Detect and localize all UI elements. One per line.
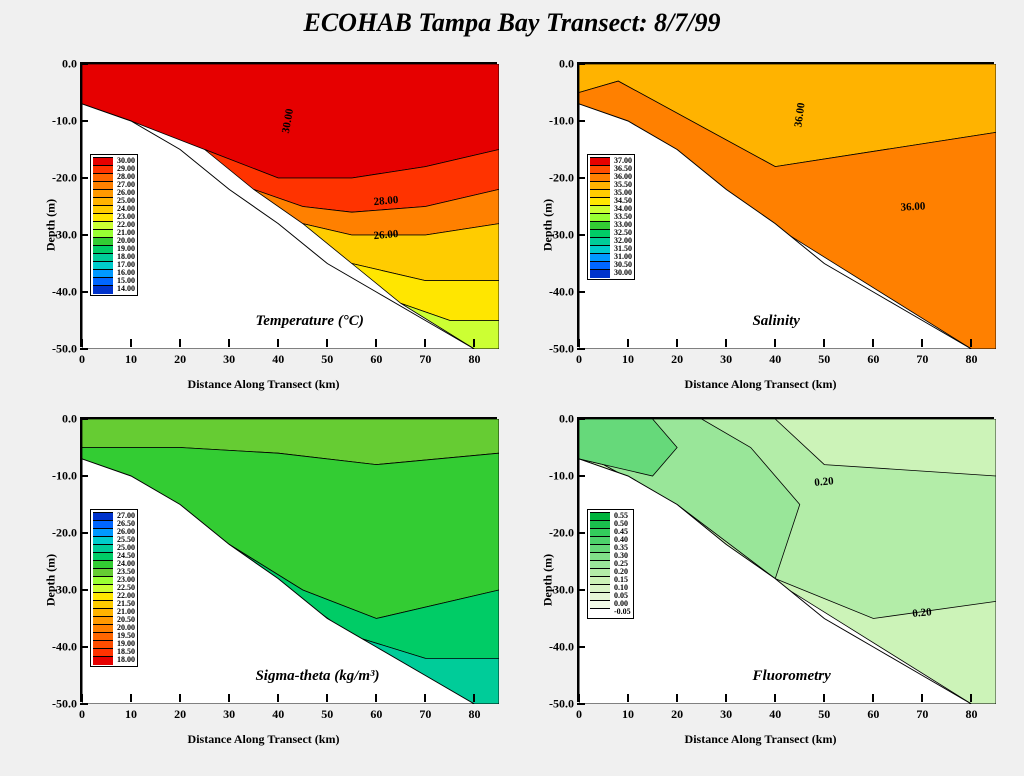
plot-area: 0.0-10.0-20.0-30.0-40.0-50.0010203040506… <box>80 417 497 702</box>
x-tick-label: 60 <box>867 352 879 367</box>
x-tick-label: 0 <box>79 707 85 722</box>
x-tick-label: 10 <box>125 352 137 367</box>
y-tick-label: -20.0 <box>42 171 77 186</box>
y-tick-label: -20.0 <box>539 171 574 186</box>
y-tick-label: -40.0 <box>42 640 77 655</box>
y-tick-label: -10.0 <box>539 469 574 484</box>
x-tick-label: 10 <box>622 707 634 722</box>
x-tick-label: 50 <box>321 707 333 722</box>
y-tick-label: -50.0 <box>42 342 77 357</box>
x-tick-label: 80 <box>965 707 977 722</box>
x-tick-label: 60 <box>867 707 879 722</box>
y-tick-label: -50.0 <box>539 342 574 357</box>
y-axis-label: Depth (m) <box>541 198 556 250</box>
x-tick-label: 40 <box>769 352 781 367</box>
legend-swatch <box>590 269 610 278</box>
x-tick-label: 20 <box>671 352 683 367</box>
plot-area: 0.200.200.0-10.0-20.0-30.0-40.0-50.00102… <box>577 417 994 702</box>
x-tick-label: 80 <box>965 352 977 367</box>
y-tick-label: -10.0 <box>42 114 77 129</box>
y-tick-label: -10.0 <box>42 469 77 484</box>
y-tick-label: 0.0 <box>539 57 574 72</box>
x-tick-label: 70 <box>419 707 431 722</box>
x-tick-label: 20 <box>671 707 683 722</box>
panel-title: Sigma-theta (kg/m³) <box>255 668 379 685</box>
x-tick-label: 0 <box>576 707 582 722</box>
contour-label: 28.00 <box>373 194 399 208</box>
legend-label: -0.05 <box>614 608 631 616</box>
contour-label: 0.20 <box>814 475 834 489</box>
legend-label: 18.00 <box>117 656 135 664</box>
plot-area: 36.0036.000.0-10.0-20.0-30.0-40.0-50.001… <box>577 62 994 347</box>
legend-swatch <box>93 285 113 294</box>
x-tick-label: 80 <box>468 707 480 722</box>
x-tick-label: 30 <box>223 352 235 367</box>
contour-label: 0.20 <box>912 606 932 620</box>
contour-label: 26.00 <box>373 228 399 242</box>
x-tick-label: 50 <box>818 352 830 367</box>
page-title: ECOHAB Tampa Bay Transect: 8/7/99 <box>0 8 1024 38</box>
legend: 37.0036.5036.0035.5035.0034.5034.0033.50… <box>587 154 635 280</box>
y-axis-label: Depth (m) <box>44 198 59 250</box>
plot-area: 30.0028.0026.000.0-10.0-20.0-30.0-40.0-5… <box>80 62 497 347</box>
y-tick-label: -40.0 <box>42 285 77 300</box>
x-axis-label: Distance Along Transect (km) <box>188 732 340 747</box>
x-axis-label: Distance Along Transect (km) <box>685 732 837 747</box>
x-axis-label: Distance Along Transect (km) <box>685 377 837 392</box>
y-tick-label: -40.0 <box>539 640 574 655</box>
y-tick-label: -10.0 <box>539 114 574 129</box>
legend: 30.0029.0028.0027.0026.0025.0024.0023.00… <box>90 154 138 296</box>
x-tick-label: 30 <box>720 352 732 367</box>
x-tick-label: 40 <box>272 707 284 722</box>
y-tick-label: -40.0 <box>539 285 574 300</box>
y-tick-label: 0.0 <box>539 412 574 427</box>
x-tick-label: 60 <box>370 707 382 722</box>
legend-swatch <box>93 656 113 665</box>
x-tick-label: 60 <box>370 352 382 367</box>
x-tick-label: 10 <box>125 707 137 722</box>
x-tick-label: 80 <box>468 352 480 367</box>
panel-title: Salinity <box>752 313 800 330</box>
x-tick-label: 20 <box>174 707 186 722</box>
legend: 0.550.500.450.400.350.300.250.200.150.10… <box>587 509 634 619</box>
panel-fluorometry: 0.200.200.0-10.0-20.0-30.0-40.0-50.00102… <box>517 407 1004 752</box>
panel-salinity: 36.0036.000.0-10.0-20.0-30.0-40.0-50.001… <box>517 52 1004 397</box>
legend: 27.0026.5026.0025.5025.0024.5024.0023.50… <box>90 509 138 667</box>
x-axis-label: Distance Along Transect (km) <box>188 377 340 392</box>
panel-temperature: 30.0028.0026.000.0-10.0-20.0-30.0-40.0-5… <box>20 52 507 397</box>
x-tick-label: 70 <box>916 707 928 722</box>
y-axis-label: Depth (m) <box>44 553 59 605</box>
x-tick-label: 0 <box>79 352 85 367</box>
x-tick-label: 30 <box>720 707 732 722</box>
x-tick-label: 70 <box>419 352 431 367</box>
x-tick-label: 0 <box>576 352 582 367</box>
y-tick-label: -50.0 <box>539 697 574 712</box>
y-axis-label: Depth (m) <box>541 553 556 605</box>
panel-sigma: 0.0-10.0-20.0-30.0-40.0-50.0010203040506… <box>20 407 507 752</box>
contour-label: 36.00 <box>900 200 925 213</box>
panel-title: Fluorometry <box>752 668 830 685</box>
x-tick-label: 70 <box>916 352 928 367</box>
x-tick-label: 30 <box>223 707 235 722</box>
y-tick-label: 0.0 <box>42 57 77 72</box>
y-tick-label: -50.0 <box>42 697 77 712</box>
legend-swatch <box>590 608 610 617</box>
legend-label: 30.00 <box>614 269 632 277</box>
y-tick-label: 0.0 <box>42 412 77 427</box>
panel-title: Temperature (°C) <box>255 313 363 330</box>
x-tick-label: 20 <box>174 352 186 367</box>
x-tick-label: 10 <box>622 352 634 367</box>
x-tick-label: 50 <box>818 707 830 722</box>
y-tick-label: -20.0 <box>539 526 574 541</box>
x-tick-label: 50 <box>321 352 333 367</box>
x-tick-label: 40 <box>272 352 284 367</box>
legend-label: 14.00 <box>117 285 135 293</box>
y-tick-label: -20.0 <box>42 526 77 541</box>
x-tick-label: 40 <box>769 707 781 722</box>
panel-grid: 30.00 28.00 26.00 0.0-10.0-20.0-30.0-40.0-5… <box>0 42 1024 762</box>
